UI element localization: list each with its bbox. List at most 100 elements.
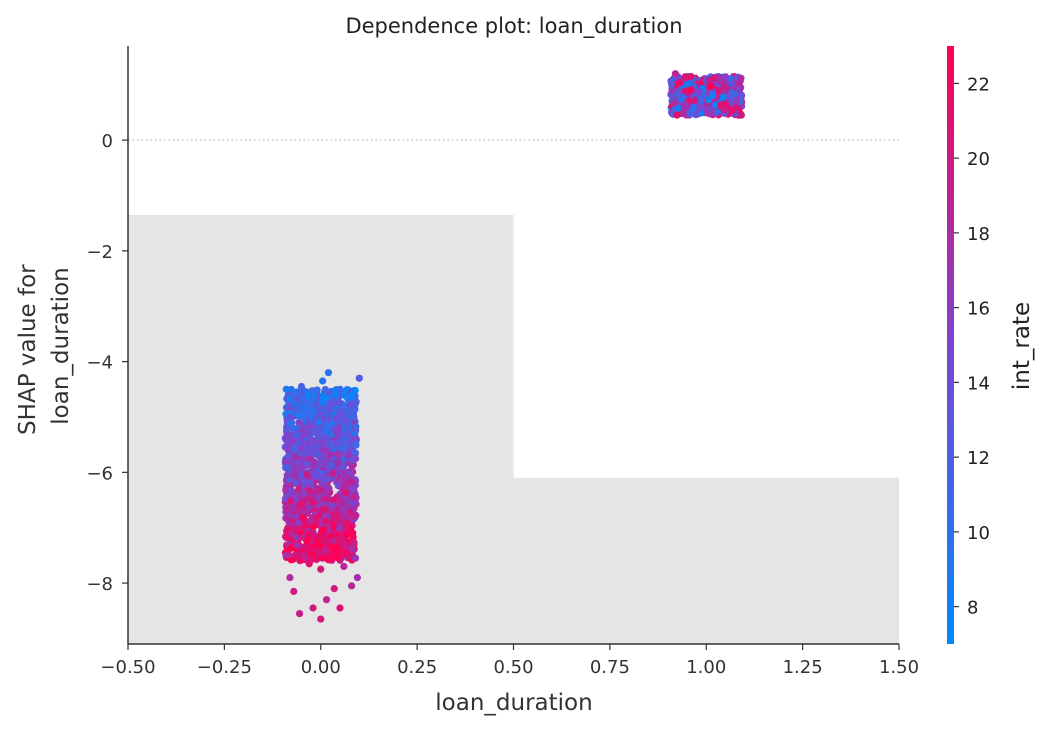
- y-tick-label: −6: [86, 463, 113, 484]
- scatter-point: [301, 553, 309, 562]
- scatter-point: [290, 504, 298, 512]
- scatter-point: [321, 517, 330, 525]
- scatter-point: [317, 615, 325, 623]
- scatter-point: [309, 390, 318, 399]
- scatter-point: [350, 429, 358, 437]
- scatter-point: [332, 544, 340, 552]
- scatter-point: [319, 526, 327, 534]
- scatter-point: [346, 400, 355, 408]
- scatter-point: [316, 430, 324, 439]
- scatter-point: [321, 457, 329, 465]
- scatter-point: [282, 385, 290, 393]
- scatter-point: [728, 106, 736, 115]
- scatter-point: [690, 103, 698, 112]
- scatter-point: [719, 93, 727, 101]
- scatter-point: [317, 486, 325, 494]
- scatter-point: [284, 457, 293, 465]
- scatter-point: [286, 573, 294, 582]
- scatter-point: [294, 406, 303, 415]
- scatter-point: [287, 544, 295, 552]
- scatter-point: [325, 388, 334, 396]
- scatter-point: [349, 391, 357, 399]
- scatter-point: [673, 91, 681, 99]
- scatter-point: [313, 472, 321, 480]
- scatter-point: [681, 73, 689, 81]
- scatter-point: [291, 446, 299, 454]
- scatter-point: [687, 86, 695, 94]
- scatter-point: [302, 430, 310, 438]
- scatter-point: [291, 469, 299, 477]
- y-tick-label: −4: [86, 353, 113, 374]
- scatter-point: [671, 70, 680, 78]
- scatter-point: [350, 538, 358, 547]
- scatter-point: [336, 604, 344, 612]
- scatter-point: [297, 463, 305, 471]
- scatter-point: [355, 374, 363, 382]
- colorbar-tick-label: 8: [967, 598, 978, 619]
- scatter-point: [305, 486, 313, 495]
- scatter-point: [300, 478, 308, 486]
- scatter-point: [330, 585, 338, 593]
- scatter-point: [341, 424, 349, 433]
- scatter-point: [349, 533, 357, 541]
- scatter-point: [322, 434, 331, 442]
- scatter-point: [348, 485, 356, 493]
- scatter-point: [309, 604, 317, 612]
- scatter-point: [290, 587, 298, 595]
- scatter-point: [351, 449, 360, 457]
- colorbar-tick-label: 22: [967, 74, 990, 95]
- x-tick-label: 0.50: [493, 657, 533, 678]
- scatter-point: [352, 423, 360, 431]
- y-axis-label: SHAP value for loan_duration: [15, 257, 74, 435]
- histogram-bin-2: [513, 477, 899, 644]
- scatter-point: [673, 111, 681, 119]
- scatter-point: [315, 418, 323, 426]
- scatter-point: [339, 463, 347, 471]
- x-tick-label: 1.50: [879, 657, 919, 678]
- scatter-point: [339, 514, 347, 522]
- scatter-point: [290, 462, 298, 471]
- scatter-point: [287, 497, 295, 505]
- scatter-point: [312, 450, 320, 458]
- scatter-point: [352, 441, 360, 449]
- scatter-point: [304, 536, 312, 544]
- scatter-point: [695, 88, 703, 96]
- x-axis-label: loan_duration: [435, 690, 592, 716]
- scatter-point: [333, 439, 341, 447]
- scatter-point: [317, 565, 325, 573]
- scatter-point: [347, 582, 356, 590]
- scatter-point: [342, 474, 350, 482]
- scatter-point: [342, 488, 351, 497]
- scatter-point: [319, 377, 327, 385]
- y-tick-label: −8: [86, 574, 113, 595]
- scatter-point: [304, 494, 312, 503]
- scatter-point: [309, 460, 317, 468]
- scatter-point: [299, 508, 307, 516]
- scatter-point: [283, 506, 291, 514]
- scatter-point: [330, 510, 338, 518]
- scatter-point: [711, 101, 720, 109]
- scatter-point: [298, 499, 306, 507]
- scatter-point: [351, 554, 360, 562]
- y-tick-label: 0: [102, 131, 113, 152]
- scatter-point: [307, 440, 315, 448]
- scatter-point: [306, 517, 314, 525]
- scatter-point: [292, 431, 300, 439]
- scatter-point: [670, 99, 678, 108]
- y-tick-label: −2: [86, 242, 113, 263]
- colorbar: [947, 46, 954, 644]
- scatter-point: [327, 400, 335, 408]
- scatter-point: [686, 109, 694, 117]
- scatter-point: [305, 560, 313, 568]
- x-tick-label: 0.00: [301, 657, 341, 678]
- scatter-point: [330, 497, 338, 505]
- scatter-point: [351, 455, 360, 463]
- scatter-point: [333, 459, 341, 468]
- scatter-point: [321, 505, 329, 514]
- x-tick-label: 1.25: [783, 657, 823, 678]
- scatter-point: [708, 91, 717, 100]
- scatter-point: [696, 104, 704, 112]
- scatter-point: [291, 490, 299, 498]
- scatter-point: [348, 512, 356, 520]
- scatter-point: [710, 74, 718, 82]
